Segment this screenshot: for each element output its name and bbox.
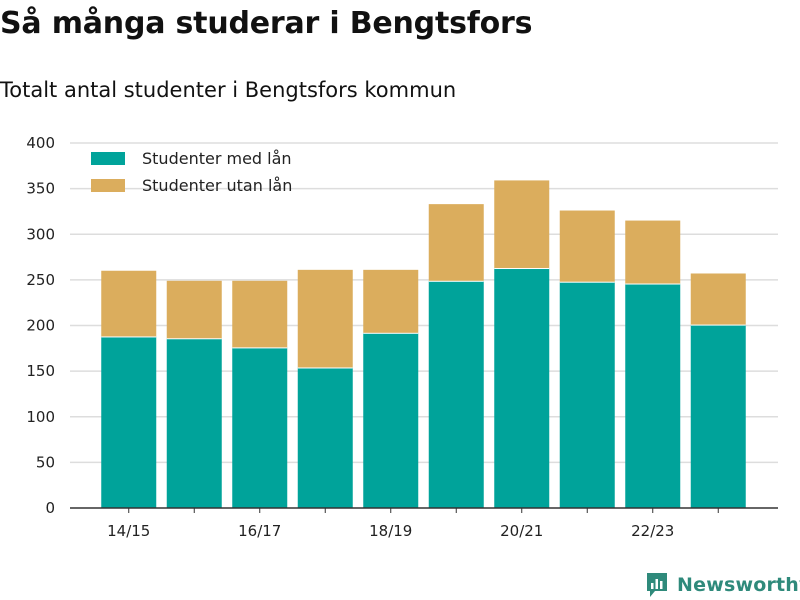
- y-tick-label: 50: [36, 453, 55, 471]
- bar-segment-utan-lan: [232, 280, 288, 348]
- newsworthy-logo-icon: [647, 573, 667, 597]
- bar-segment-med-lan: [101, 336, 157, 508]
- y-tick-label: 150: [26, 362, 55, 380]
- page-subtitle: Totalt antal studenter i Bengtsfors komm…: [0, 78, 457, 102]
- bar-segment-utan-lan: [625, 220, 681, 284]
- x-tick-label: 16/17: [238, 522, 281, 540]
- y-tick-label: 100: [26, 408, 55, 426]
- bar-segment-med-lan: [232, 347, 288, 508]
- bar-segment-separator: [297, 366, 353, 369]
- bar-segment-utan-lan: [494, 180, 550, 269]
- x-tick-label: 20/21: [500, 522, 543, 540]
- y-tick-label: 250: [26, 271, 55, 289]
- legend-label-utan-lan: Studenter utan lån: [142, 176, 292, 195]
- bar-segment-utan-lan: [101, 270, 157, 337]
- bar-segment-utan-lan: [559, 210, 615, 282]
- brand-name: Newsworthy: [677, 574, 800, 596]
- y-tick-label: 200: [26, 317, 55, 335]
- y-tick-label: 300: [26, 225, 55, 243]
- x-tick-label: 14/15: [107, 522, 150, 540]
- y-tick-label: 350: [26, 180, 55, 198]
- bar-segment-utan-lan: [297, 269, 353, 368]
- bar-segment-utan-lan: [428, 204, 484, 281]
- bar-segment-med-lan: [559, 281, 615, 508]
- axes: 0 50 100 150 200 250 300 350 400 14/15 16/17 18/19 2…: [26, 134, 778, 540]
- y-tick-label: 400: [26, 134, 55, 152]
- bar-segment-med-lan: [166, 338, 222, 508]
- legend: Studenter med lån Studenter utan lån: [91, 149, 292, 195]
- x-tick-label: 18/19: [369, 522, 412, 540]
- newsworthy-brand: Newsworthy: [645, 571, 800, 599]
- y-tick-label: 0: [45, 499, 55, 517]
- bar-segment-med-lan: [625, 283, 681, 508]
- bar-segment-med-lan: [428, 280, 484, 508]
- bar-segment-med-lan: [690, 324, 746, 508]
- bar-segment-utan-lan: [363, 269, 419, 333]
- bar-segment-med-lan: [494, 268, 550, 508]
- page-title: Så många studerar i Bengtsfors: [0, 6, 533, 41]
- bar-segment-med-lan: [363, 332, 419, 508]
- legend-swatch-utan-lan: [91, 179, 125, 192]
- legend-swatch-med-lan: [91, 152, 125, 165]
- bars: [101, 180, 746, 508]
- x-tick-label: 22/23: [631, 522, 674, 540]
- bar-segment-utan-lan: [166, 280, 222, 339]
- bar-segment-utan-lan: [690, 273, 746, 325]
- bar-segment-med-lan: [297, 367, 353, 508]
- legend-label-med-lan: Studenter med lån: [142, 149, 292, 168]
